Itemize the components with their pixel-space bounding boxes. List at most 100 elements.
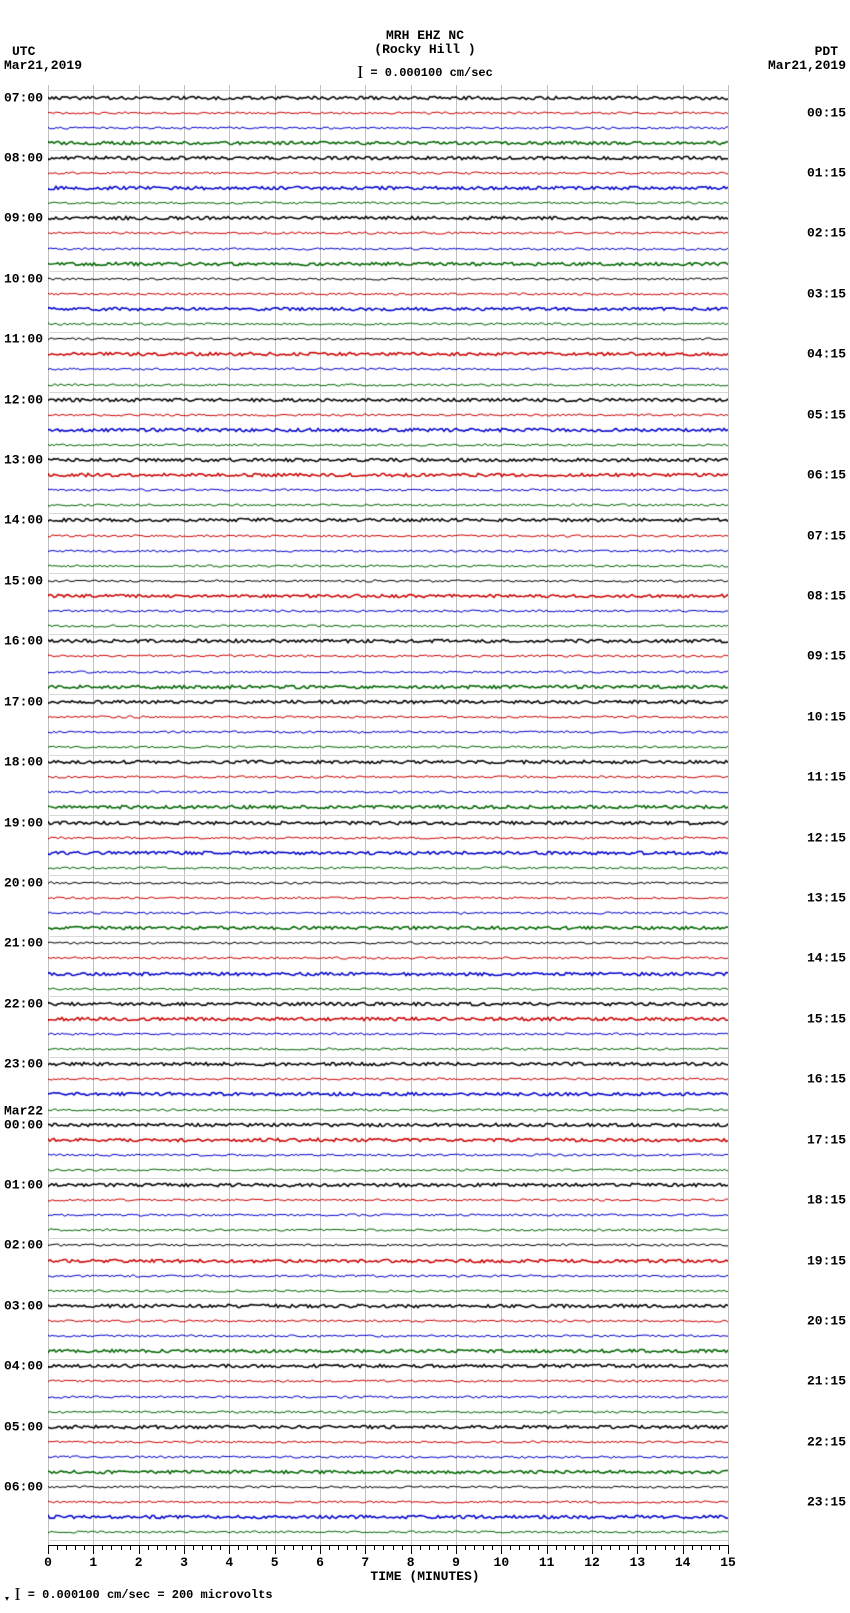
grid-horizontal (48, 755, 728, 756)
x-tick-label: 0 (44, 1555, 52, 1570)
utc-hour-label: 12:00 (4, 392, 43, 407)
x-minor-tick (655, 1545, 656, 1550)
seismic-trace (48, 1468, 728, 1476)
seismic-trace (48, 456, 728, 464)
x-minor-tick (474, 1545, 475, 1550)
x-minor-tick (338, 1545, 339, 1550)
x-minor-tick (674, 1545, 675, 1550)
seismic-trace (48, 1302, 728, 1310)
grid-horizontal (48, 996, 728, 997)
seismic-trace (48, 260, 728, 268)
grid-horizontal (48, 634, 728, 635)
seismic-trace (48, 803, 728, 811)
x-major-tick (637, 1545, 638, 1554)
x-minor-tick (347, 1545, 348, 1550)
grid-horizontal (48, 1178, 728, 1179)
x-major-tick (48, 1545, 49, 1554)
x-minor-tick (574, 1545, 575, 1550)
seismic-trace (48, 1151, 728, 1159)
grid-horizontal (48, 1540, 728, 1541)
grid-horizontal (48, 875, 728, 876)
seismic-trace (48, 184, 728, 192)
grid-horizontal (48, 1057, 728, 1058)
x-major-tick (592, 1545, 593, 1554)
seismic-trace (48, 199, 728, 207)
utc-hour-label: 11:00 (4, 332, 43, 347)
seismic-trace (48, 637, 728, 645)
grid-horizontal (48, 332, 728, 333)
seismic-trace (48, 1498, 728, 1506)
x-minor-tick (646, 1545, 647, 1550)
utc-hour-label: 13:00 (4, 453, 43, 468)
x-minor-tick (429, 1545, 430, 1550)
seismic-trace (48, 275, 728, 283)
utc-hour-label: 01:00 (4, 1178, 43, 1193)
x-minor-tick (519, 1545, 520, 1550)
local-hour-label: 15:15 (807, 1011, 846, 1026)
utc-hour-label: 06:00 (4, 1480, 43, 1495)
grid-vertical (728, 85, 729, 1545)
seismic-trace (48, 305, 728, 313)
utc-hour-label: 00:00 (4, 1117, 43, 1132)
local-hour-label: 03:15 (807, 286, 846, 301)
seismic-trace (48, 245, 728, 253)
seismic-trace (48, 1121, 728, 1129)
local-hour-label: 09:15 (807, 649, 846, 664)
x-axis-title: TIME (MINUTES) (0, 1569, 850, 1584)
seismic-trace (48, 139, 728, 147)
scale-bar-icon: I (10, 1584, 21, 1604)
local-hour-label: 02:15 (807, 226, 846, 241)
seismic-trace (48, 214, 728, 222)
seismic-trace (48, 1045, 728, 1053)
seismic-trace (48, 652, 728, 660)
seismic-trace (48, 1438, 728, 1446)
x-minor-tick (302, 1545, 303, 1550)
seismic-trace (48, 743, 728, 751)
local-hour-label: 06:15 (807, 468, 846, 483)
x-minor-tick (193, 1545, 194, 1550)
utc-hour-label: 18:00 (4, 755, 43, 770)
seismic-trace (48, 1332, 728, 1340)
x-minor-tick (284, 1545, 285, 1550)
x-major-tick (411, 1545, 412, 1554)
x-minor-tick (75, 1545, 76, 1550)
x-minor-tick (402, 1545, 403, 1550)
seismic-trace (48, 94, 728, 102)
seismogram-plot (48, 85, 728, 1545)
grid-horizontal (48, 1419, 728, 1420)
x-minor-tick (719, 1545, 720, 1550)
x-minor-tick (556, 1545, 557, 1550)
seismic-trace (48, 985, 728, 993)
local-hour-label: 20:15 (807, 1313, 846, 1328)
x-minor-tick (329, 1545, 330, 1550)
seismic-trace (48, 471, 728, 479)
seismic-trace (48, 592, 728, 600)
utc-hour-label: 14:00 (4, 513, 43, 528)
x-major-tick (139, 1545, 140, 1554)
utc-hour-label: 07:00 (4, 90, 43, 105)
seismic-trace (48, 1408, 728, 1416)
x-minor-tick (311, 1545, 312, 1550)
utc-hour-label: 04:00 (4, 1359, 43, 1374)
x-tick-label: 7 (361, 1555, 369, 1570)
local-hour-label: 21:15 (807, 1374, 846, 1389)
seismic-trace (48, 229, 728, 237)
utc-hour-label: 20:00 (4, 875, 43, 890)
seismic-trace (48, 1226, 728, 1234)
scale-text: = 0.000100 cm/sec (363, 66, 493, 80)
grid-horizontal (48, 815, 728, 816)
seismic-trace (48, 1211, 728, 1219)
x-tick-label: 5 (271, 1555, 279, 1570)
x-axis-line (48, 1545, 728, 1546)
local-hour-label: 00:15 (807, 105, 846, 120)
seismic-trace (48, 124, 728, 132)
local-hour-label: 12:15 (807, 830, 846, 845)
x-minor-tick (293, 1545, 294, 1550)
seismic-trace (48, 668, 728, 676)
x-minor-tick (492, 1545, 493, 1550)
x-minor-tick (538, 1545, 539, 1550)
seismic-trace (48, 773, 728, 781)
seismic-trace (48, 1513, 728, 1521)
local-label: PDT (815, 44, 838, 59)
seismic-trace (48, 1257, 728, 1265)
